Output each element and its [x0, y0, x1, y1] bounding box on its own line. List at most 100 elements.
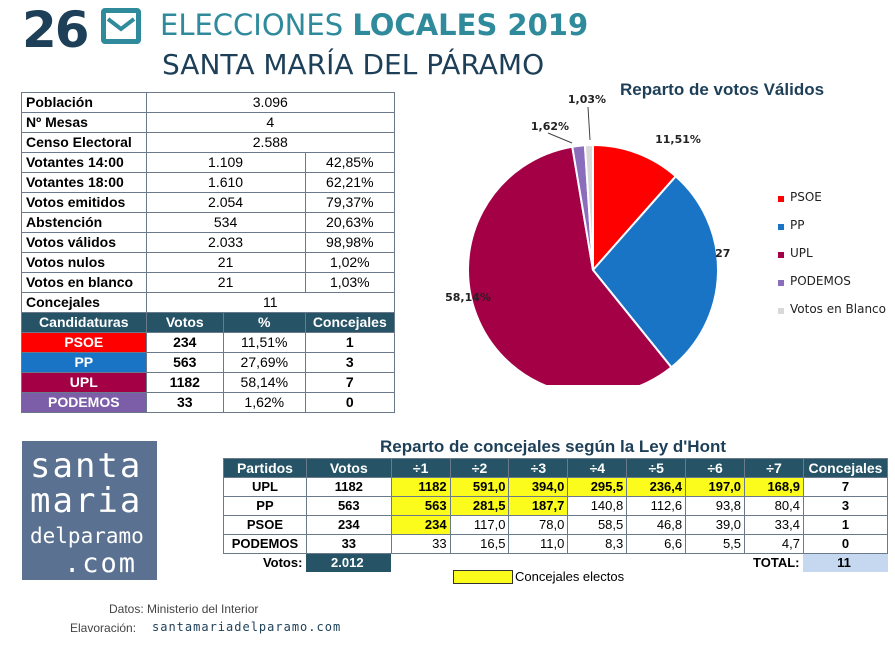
dhont-votos-total: 2.012	[306, 553, 392, 572]
dhont-quotient: 236,4	[626, 477, 687, 497]
candidaturas-header-cell: %	[222, 312, 306, 333]
legend-item: Votos en Blanco	[790, 302, 886, 316]
header-number: 26	[22, 1, 90, 59]
dhont-quotient: 394,0	[508, 477, 569, 497]
info-label: Votos válidos	[21, 232, 147, 253]
logo-line-4: .com	[64, 548, 138, 579]
elected-legend-label: Concejales electos	[515, 569, 625, 584]
dhont-total-concejales: 11	[803, 553, 888, 572]
legend-item: PODEMOS	[790, 274, 851, 288]
info-value: 3.096	[145, 92, 396, 113]
candidatura-row: UPL 1182 58,14% 7	[21, 372, 396, 393]
legend-swatch	[778, 308, 784, 314]
info-label: Nº Mesas	[21, 112, 147, 133]
dhont-quotient: 234	[390, 515, 451, 535]
info-label: Votos emitidos	[21, 192, 147, 213]
info-value: 1.109	[145, 152, 306, 173]
info-pct: 1,02%	[304, 252, 396, 273]
info-row-validos: Votos válidos 2.033 98,98%	[21, 232, 396, 253]
info-pct: 42,85%	[304, 152, 396, 173]
pie-label-votos-en-blanco: 1,03%	[568, 95, 606, 106]
chart-title: Reparto de votos Válidos	[620, 80, 825, 99]
dhont-votos-label: Votos:	[262, 555, 303, 570]
legend-swatch	[778, 224, 784, 230]
info-label: Votos nulos	[21, 252, 147, 273]
dhont-row: PODEMOS 33 33 16,5 11,0 8,3 6,6 5,5 4,7 0	[223, 534, 889, 554]
info-label: Concejales	[21, 292, 147, 313]
info-row-blanco: Votos en blanco 21 1,03%	[21, 272, 396, 293]
info-label: Votantes 18:00	[21, 172, 147, 193]
info-pct: 62,21%	[304, 172, 396, 193]
dhont-table: Partidos Votos ÷1 ÷2 ÷3 ÷4 ÷5 ÷6 ÷7 Concejales UPL…	[223, 458, 889, 572]
candidatura-pct: 1,62%	[222, 392, 306, 413]
pie-label-psoe: 11,51%	[655, 133, 701, 146]
pie-slice-votos-en-blanco	[583, 143, 594, 271]
info-label: Votantes 14:00	[21, 152, 147, 173]
pie-label-upl: 58,14%	[445, 291, 491, 304]
info-pct: 79,37%	[304, 192, 396, 213]
site-link[interactable]: santamariadelparamo.com	[152, 620, 342, 634]
info-value: 2.054	[145, 192, 306, 213]
candidaturas-header-cell: Votos	[145, 312, 224, 333]
dhont-quotient: 591,0	[449, 477, 510, 497]
info-row-censo: Censo Electoral 2.588	[21, 132, 396, 153]
dhont-row: PSOE 234 234 117,0 78,0 58,5 46,8 39,0 33,4 1	[223, 515, 889, 535]
legend-item: PSOE	[790, 190, 822, 204]
dhont-quotient: 168,9	[744, 477, 804, 497]
dhont-header-cell: ÷7	[744, 458, 804, 478]
dhont-party: PSOE	[223, 515, 307, 535]
logo-line-2: maria	[30, 481, 143, 521]
logo-line-3: delparamo	[30, 524, 144, 548]
dhont-votos: 563	[305, 496, 392, 516]
info-value: 2.588	[145, 132, 396, 153]
dhont-quotient: 4,7	[744, 534, 804, 554]
info-value: 534	[145, 212, 306, 233]
dhont-quotient: 1182	[390, 477, 451, 497]
header-subtitle: SANTA MARÍA DEL PÁRAMO	[162, 48, 545, 81]
header-title-bold: LOCALES 2019	[352, 8, 589, 42]
dhont-header-cell: ÷6	[685, 458, 746, 478]
candidatura-row: PODEMOS 33 1,62% 0	[21, 392, 396, 413]
dhont-votos: 234	[305, 515, 392, 535]
dhont-quotient: 117,0	[449, 515, 510, 535]
dhont-quotient: 8,3	[567, 534, 628, 554]
dhont-quotient: 78,0	[508, 515, 569, 535]
dhont-quotient: 187,7	[508, 496, 569, 516]
info-value: 11	[145, 292, 396, 313]
dhont-concejales: 0	[802, 534, 889, 554]
elected-legend-swatch	[453, 570, 513, 584]
dhont-header-cell: Votos	[305, 458, 392, 478]
ballot-check-icon	[101, 8, 141, 44]
elaboration-label: Elavoración:	[70, 621, 137, 635]
logo-line-1: santa	[30, 446, 143, 486]
dhont-header: Partidos Votos ÷1 ÷2 ÷3 ÷4 ÷5 ÷6 ÷7 Concejales	[223, 458, 889, 478]
dhont-quotient: 93,8	[685, 496, 746, 516]
legend-swatch	[778, 196, 784, 202]
candidatura-votos: 563	[145, 352, 224, 373]
info-row-poblacion: Población 3.096	[21, 92, 396, 113]
pie-slice-pp	[591, 174, 719, 369]
dhont-quotient: 5,5	[685, 534, 746, 554]
pie-label-pp: 27,69%	[715, 247, 730, 260]
dhont-quotient: 33	[390, 534, 451, 554]
candidatura-row: PSOE 234 11,51% 1	[21, 332, 396, 353]
legend-item: PP	[790, 218, 805, 232]
candidatura-concejales: 1	[304, 332, 396, 353]
candidaturas-header: Candidaturas Votos% Concejales	[21, 312, 396, 333]
candidatura-pct: 11,51%	[222, 332, 306, 353]
candidatura-concejales: 0	[304, 392, 396, 413]
pie-slice-upl	[467, 145, 673, 385]
dhont-header-cell: ÷2	[449, 458, 510, 478]
dhont-header-cell: ÷4	[567, 458, 628, 478]
dhont-quotient: 281,5	[449, 496, 510, 516]
info-value: 21	[145, 252, 306, 273]
info-row-v14: Votantes 14:00 1.109 42,85%	[21, 152, 396, 173]
leader-line	[547, 132, 573, 144]
dhont-quotient: 80,4	[744, 496, 804, 516]
dhont-row: UPL 1182 1182 591,0 394,0 295,5 236,4 197,0 168,…	[223, 477, 889, 497]
candidatura-name: PODEMOS	[21, 392, 147, 413]
candidatura-name: PSOE	[21, 332, 147, 353]
dhont-votos: 33	[305, 534, 392, 554]
header-title-light: ELECCIONES	[160, 8, 344, 42]
dhont-header-cell: ÷5	[626, 458, 687, 478]
